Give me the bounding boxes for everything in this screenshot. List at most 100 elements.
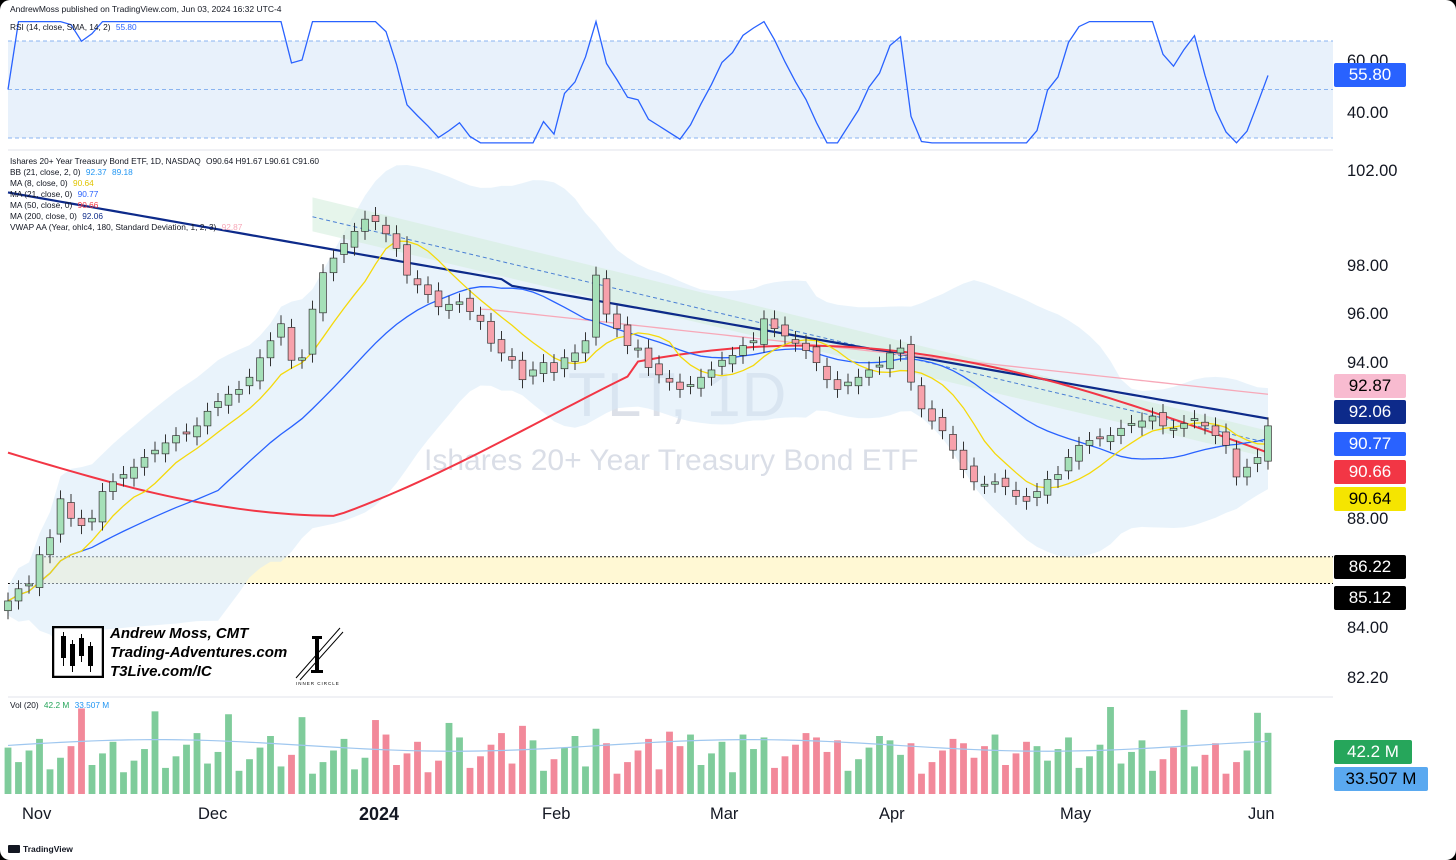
rsi-line [7,19,1269,144]
volume-bar [1033,746,1041,794]
volume-bar [1264,732,1272,794]
volume-bar [435,760,442,794]
candle-body [917,385,926,410]
price-axis-94: 94.00 [1347,354,1389,372]
volume-bar [477,756,484,794]
volume-bar [1023,741,1030,794]
volume-bar [781,756,789,794]
volume-bar [1086,756,1093,794]
volume-bar [151,711,159,794]
volume-bar [1233,762,1240,794]
month-dec: Dec [198,805,228,823]
vwap-value: 92.87 [221,222,243,232]
candle-body [140,457,149,468]
month-nov: Nov [22,805,52,823]
price-axis-82: 82.20 [1347,669,1389,687]
name-watermark: Ishares 20+ Year Treasury Bond ETF [424,444,919,477]
volume-bar [319,762,327,794]
volume-bar [1149,770,1156,794]
volume-bar [729,772,736,794]
publisher-line: AndrewMoss published on TradingView.com,… [10,4,282,14]
candle-body [203,410,212,427]
badge-zone-top: 86.22 [1334,555,1406,579]
candle-body [1211,425,1220,436]
candle-body [466,297,474,312]
volume-bar [57,757,64,794]
candle-body [728,355,737,365]
candle-body [35,554,44,588]
candle-body [749,340,758,344]
price-axis-98: 98.00 [1347,257,1389,275]
ma200-label: MA (200, close, 0) [10,211,77,221]
candle-body [392,233,401,249]
candle-body [812,346,821,364]
volume-bar [844,770,852,794]
candle-body [1243,466,1251,478]
candle-body [245,376,254,387]
ma21-line [7,286,1269,602]
candle-body [896,347,905,354]
bb-lower: 89.18 [111,167,133,177]
candle-body [308,308,317,355]
volume-bar [802,733,810,794]
candle-body [959,449,968,470]
volume-bar [949,738,957,794]
symbol-title: Ishares 20+ Year Treasury Bond ETF, 1D, … [10,156,201,166]
site-one: Trading-Adventures.com [110,644,288,661]
volume-bar [403,753,411,794]
candle-body [287,327,296,361]
candle-body [1106,435,1115,443]
rsi-badge: 55.80 [1334,63,1406,87]
author-name: Andrew Moss, CMT [110,625,249,642]
volume-bar [78,708,85,794]
candle-body [130,466,138,479]
volume-bar [592,728,600,794]
candle-body [865,369,873,378]
candle-body [875,364,884,368]
volume-bar [487,744,495,794]
badge-zone-bottom: 85.12 [1334,586,1406,610]
candle-body [550,362,558,373]
volume-bar [298,717,306,794]
candle-body [476,314,485,322]
month-apr: Apr [879,805,905,823]
candle-body [350,231,359,248]
volume-bar [130,760,138,794]
volume-bar [897,754,904,794]
volume-bar [1138,740,1146,794]
candle-body [151,449,159,455]
candle-body [592,274,600,338]
ma8-value: 90.64 [72,178,94,188]
month-feb: Feb [542,805,571,823]
volume-bar [498,733,505,794]
candle-body [529,369,537,377]
badge-ma200: 92.06 [1334,400,1406,424]
volume-bar [67,746,75,794]
volume-bar [382,734,390,794]
candle-body [1201,421,1209,427]
volume-bar [1075,767,1083,794]
volume-bar [1044,760,1051,794]
badge-ma50: 90.66 [1334,460,1406,484]
candle-body [613,313,621,329]
volume-bar [624,762,631,794]
volume-label: Vol (20) [10,700,39,710]
volume-bar [1254,712,1261,794]
volume-bar [1159,759,1167,794]
candle-body [46,537,54,556]
bb-label: BB (21, close, 2, 0) [10,167,81,177]
author-logo [52,626,104,678]
candle-body [560,357,569,370]
volume-bar [288,754,295,794]
volume-bar [225,714,232,794]
inner-circle-label: INNER CIRCLE [296,681,340,686]
candle-body [14,588,23,602]
volume-bar [508,763,516,794]
volume-bar [928,762,936,794]
candle-body [434,290,443,308]
volume-bar [687,734,694,794]
candle-body [686,384,695,387]
candle-body [1190,418,1199,421]
